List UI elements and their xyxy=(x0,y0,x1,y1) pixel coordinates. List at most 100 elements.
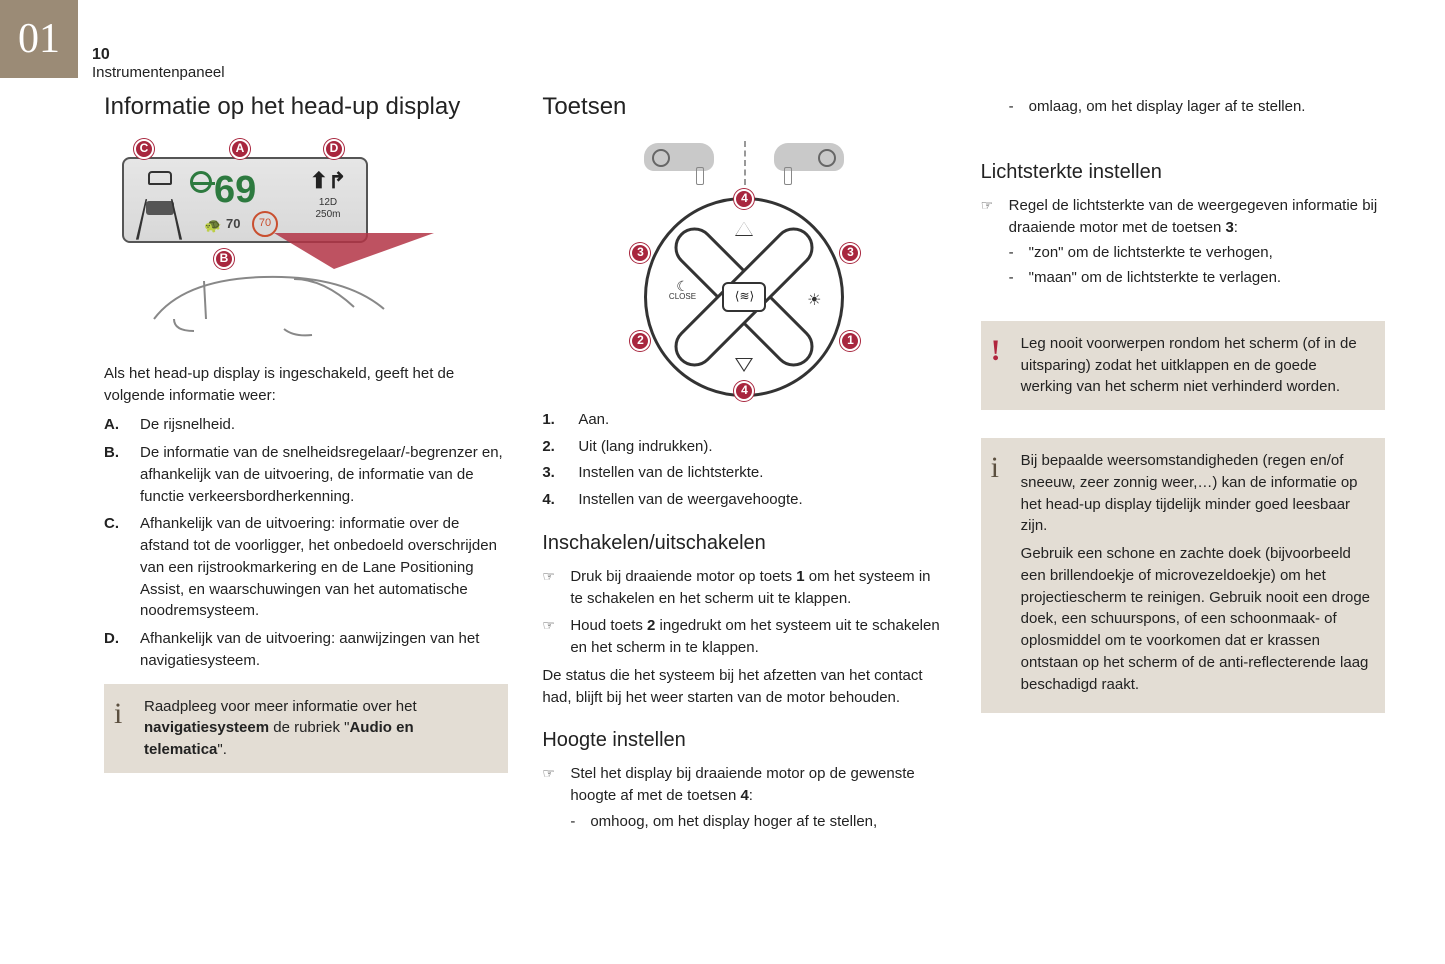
item-label: 1. xyxy=(542,409,566,431)
t: navigatiesysteem xyxy=(144,719,269,736)
list-item: 4. Instellen van de weergavehoogte. xyxy=(542,489,946,511)
list-item: A.De rijsnelheid. xyxy=(104,414,508,436)
list-item: C.Afhankelijk van de uitvoering: informa… xyxy=(104,513,508,622)
col3-sub1: Lichtsterkte instellen xyxy=(981,158,1385,187)
t: ". xyxy=(217,741,227,758)
control-dial: ☾CLOSE ☀ ⟨≋⟩ xyxy=(644,197,844,397)
item-text: Stel het display bij draaiende motor op … xyxy=(570,763,946,836)
list-item: -"maan" om de lichtsterkte te verlagen. xyxy=(1009,267,1385,289)
dash: - xyxy=(1009,242,1021,264)
item-text: "maan" om de lichtsterkte te verlagen. xyxy=(1029,267,1281,289)
height-dash-cont: -omlaag, om het display lager af te stel… xyxy=(1009,96,1385,118)
hand-icon: ☞ xyxy=(542,566,560,610)
mirror-left-icon xyxy=(644,143,714,171)
item-text: Instellen van de lichtsterkte. xyxy=(578,462,763,484)
t: : xyxy=(749,787,753,804)
hud-nav-dist: 250m xyxy=(298,209,358,221)
t: 4 xyxy=(740,787,748,804)
hand-icon: ☞ xyxy=(542,763,560,836)
item-label: B. xyxy=(104,442,128,507)
item-label: D. xyxy=(104,628,128,672)
item-text: Uit (lang indrukken). xyxy=(578,436,712,458)
content-columns: Informatie op het head-up display 69 🐢 7… xyxy=(104,90,1385,843)
item-text: Druk bij draaiende motor op toets 1 om h… xyxy=(570,566,946,610)
warning-box: ! Leg nooit voorwerpen rondom het scherm… xyxy=(981,321,1385,410)
item-text: Instellen van de weergavehoogte. xyxy=(578,489,802,511)
col1-intro: Als het head-up display is ingeschakeld,… xyxy=(104,363,508,407)
col2-sub2: Hoogte instellen xyxy=(542,726,946,755)
chapter-tab: 01 xyxy=(0,0,78,78)
list-item: ☞ Druk bij draaiende motor op toets 1 om… xyxy=(542,566,946,610)
item-label: 2. xyxy=(542,436,566,458)
defrost-icon: ⟨≋⟩ xyxy=(722,282,766,312)
enable-list: ☞ Druk bij draaiende motor op toets 1 om… xyxy=(542,566,946,659)
sun-icon: ☀ xyxy=(807,289,821,312)
item-text: Afhankelijk van de uitvoering: informati… xyxy=(140,513,508,622)
t: Druk bij draaiende motor op toets xyxy=(570,568,796,585)
t: Regel de lichtsterkte van de weergegeven… xyxy=(1009,197,1378,236)
column-1: Informatie op het head-up display 69 🐢 7… xyxy=(104,90,508,843)
col2-num-list: 1. Aan. 2. Uit (lang indrukken). 3.Instell… xyxy=(542,409,946,511)
hud-screen: 69 🐢 70 70 ⬆↱ 12D 250m xyxy=(122,157,368,243)
t: 3 xyxy=(1225,219,1233,236)
height-list: ☞ Stel het display bij draaiende motor o… xyxy=(542,763,946,836)
list-item: D.Afhankelijk van de uitvoering: aanwijz… xyxy=(104,628,508,672)
callout-d: D xyxy=(324,139,344,159)
column-2: Toetsen ☾CLOSE ☀ ⟨≋⟩ 4 4 3 3 2 1 xyxy=(542,90,946,843)
close-label: CLOSE xyxy=(665,293,699,301)
callout-a: A xyxy=(230,139,250,159)
item-text: "zon" om de lichtsterkte te verhogen, xyxy=(1029,242,1273,264)
col1-title: Informatie op het head-up display xyxy=(104,90,508,125)
info-box-nav: i Raadpleeg voor meer informatie over he… xyxy=(104,684,508,773)
status-line: De status die het systeem bij het afzett… xyxy=(542,665,946,709)
info-p1: Bij bepaalde weersomstandigheden (regen … xyxy=(1021,450,1371,537)
dash: - xyxy=(570,811,582,833)
divider-line xyxy=(744,141,746,185)
item-text: Regel de lichtsterkte van de weergegeven… xyxy=(1009,195,1385,293)
item-text: omlaag, om het display lager af te stell… xyxy=(1029,96,1306,118)
sensor-right-icon xyxy=(784,167,792,185)
t: : xyxy=(1234,219,1238,236)
dash: - xyxy=(1009,96,1021,118)
list-item: 3.Instellen van de lichtsterkte. xyxy=(542,462,946,484)
hud-figure: 69 🐢 70 70 ⬆↱ 12D 250m C A D B xyxy=(104,139,424,349)
callout-1: 1 xyxy=(840,331,860,351)
sensor-left-icon xyxy=(696,167,704,185)
info-box-weather: i Bij bepaalde weersomstandigheden (rege… xyxy=(981,438,1385,713)
t: 1 xyxy=(796,568,804,585)
item-text: De rijsnelheid. xyxy=(140,414,235,436)
hud-speed: 69 xyxy=(214,163,256,218)
column-3: -omlaag, om het display lager af te stel… xyxy=(981,90,1385,843)
info-icon: i xyxy=(114,692,122,736)
item-text: De informatie van de snelheidsregelaar/-… xyxy=(140,442,508,507)
item-label: 4. xyxy=(542,489,566,511)
list-item: ☞ Houd toets 2 ingedrukt om het systeem … xyxy=(542,615,946,659)
list-item: 1. Aan. xyxy=(542,409,946,431)
control-figure: ☾CLOSE ☀ ⟨≋⟩ 4 4 3 3 2 1 xyxy=(584,139,904,399)
hand-icon: ☞ xyxy=(542,615,560,659)
height-dash-list: -omhoog, om het display hoger af te stel… xyxy=(570,811,946,833)
t: Houd toets xyxy=(570,617,647,634)
list-item: -omhoog, om het display hoger af te stel… xyxy=(570,811,946,833)
col2-title: Toetsen xyxy=(542,90,946,125)
hud-nav: ⬆↱ 12D 250m xyxy=(298,165,358,221)
dash: - xyxy=(1009,267,1021,289)
t: de rubriek " xyxy=(269,719,349,736)
hud-lane-icon xyxy=(134,165,184,237)
hud-nav-arrow-icon: ⬆↱ xyxy=(298,165,358,197)
hud-limit-text: 70 xyxy=(226,215,240,234)
hud-tortoise-icon: 🐢 xyxy=(204,215,221,235)
bright-list: ☞ Regel de lichtsterkte van de weergegev… xyxy=(981,195,1385,293)
section-name: Instrumentenpaneel xyxy=(92,64,225,81)
list-item: B.De informatie van de snelheidsregelaar… xyxy=(104,442,508,507)
item-label: C. xyxy=(104,513,128,622)
item-text: Houd toets 2 ingedrukt om het systeem ui… xyxy=(570,615,946,659)
item-text: Aan. xyxy=(578,409,609,431)
note-text: Raadpleeg voor meer informatie over het … xyxy=(144,698,417,759)
callout-3r: 3 xyxy=(840,243,860,263)
col2-sub1: Inschakelen/uitschakelen xyxy=(542,529,946,558)
list-item: ☞ Stel het display bij draaiende motor o… xyxy=(542,763,946,836)
callout-4b: 4 xyxy=(734,381,754,401)
moon-icon: ☾CLOSE xyxy=(665,279,699,302)
list-item: -omlaag, om het display lager af te stel… xyxy=(1009,96,1385,118)
